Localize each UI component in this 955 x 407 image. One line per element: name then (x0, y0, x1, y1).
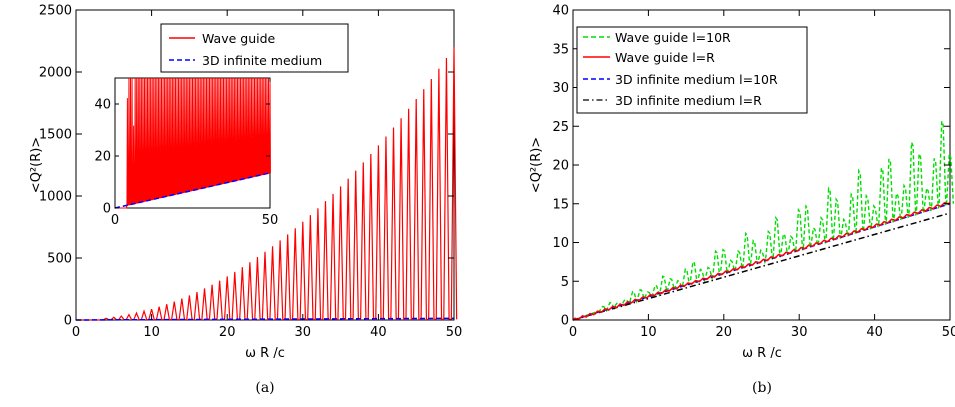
panel-b-wave-guide-10r-series (572, 120, 955, 321)
panel-b-ytick-label-8: 40 (552, 4, 569, 19)
panel-b-wave-guide-r-series (572, 201, 951, 321)
legend-a-infinite-label: 3D infinite medium (202, 53, 322, 68)
inset-ytick-label-0: 0 (103, 202, 111, 217)
legend-b-wg10-label: Wave guide l=10R (615, 30, 731, 45)
panel-b-ylabel: <Q²(R)> (529, 137, 544, 193)
panel-b-ytick-label-3: 15 (552, 197, 569, 212)
legend-b-wg1-label: Wave guide l=R (615, 50, 715, 65)
inset-ticks: 0 50 0 20 40 (94, 78, 278, 228)
panel-a-xlabel: ω R /c (245, 346, 285, 361)
panel-b-ytick-label-5: 25 (552, 120, 569, 135)
panel-a-ytick-label-2: 1000 (39, 190, 72, 205)
inset-infinite-medium-series (114, 172, 271, 209)
panel-b-series (572, 120, 955, 321)
panel-b-ytick-label-6: 30 (552, 81, 569, 96)
panel-a-xtick-label-4: 40 (370, 325, 387, 340)
panel-b-ticks: 0 10 20 30 40 50 0 5 10 15 20 25 30 35 40 (552, 4, 955, 340)
panel-a-ytick-label-3: 1500 (39, 128, 72, 143)
panel-a-ytick-label-0: 0 (64, 314, 72, 329)
panel-a-xtick-label-5: 50 (446, 325, 463, 340)
panel-a-xtick-label-1: 10 (143, 325, 160, 340)
panel-b-xtick-label-4: 40 (866, 325, 883, 340)
inset-xtick-label-1: 50 (262, 213, 279, 228)
panel-b-xtick-label-1: 10 (640, 325, 657, 340)
panel-b: 0 10 20 30 40 50 0 5 10 15 20 25 30 35 40 Wave guide l… (529, 4, 955, 396)
panel-a-series (75, 47, 458, 321)
panel-b-caption: (b) (752, 380, 772, 396)
panel-b-ytick-label-1: 5 (561, 275, 569, 290)
panel-b-ytick-label-0: 0 (561, 314, 569, 329)
panel-a-xtick-label-2: 20 (219, 325, 236, 340)
panel-a-ytick-label-1: 500 (47, 252, 72, 267)
legend-b-inf10-label: 3D infinite medium l=10R (615, 72, 778, 87)
panel-b-xtick-label-2: 20 (716, 325, 733, 340)
panel-a-legend: Wave guide 3D infinite medium (160, 23, 349, 73)
panel-a-caption: (a) (255, 380, 274, 396)
panel-b-ytick-label-4: 20 (552, 159, 569, 174)
panel-b-legend: Wave guide l=10R Wave guide l=R 3D infin… (576, 26, 808, 114)
inset-ytick-label-2: 40 (94, 98, 111, 113)
panel-b-xtick-label-3: 30 (791, 325, 808, 340)
panel-a-xtick-label-3: 30 (295, 325, 312, 340)
panel-b-xtick-label-0: 0 (569, 325, 577, 340)
legend-a-wave-guide-label: Wave guide (202, 31, 276, 46)
panel-b-xtick-label-5: 50 (942, 325, 955, 340)
panel-b-xlabel: ω R /c (742, 346, 782, 361)
inset-xtick-label-0: 0 (111, 213, 119, 228)
panel-b-infinite-medium-r-series (572, 212, 951, 321)
panel-a-ylabel: <Q²(R)> (29, 137, 44, 193)
panel-b-ytick-label-2: 10 (552, 236, 569, 251)
panel-a-ytick-label-5: 2500 (39, 4, 72, 19)
panel-a-ytick-label-4: 2000 (39, 66, 72, 81)
inset-ytick-label-1: 20 (94, 150, 111, 165)
panel-a-infinite-medium-series (75, 317, 455, 321)
inset-series (114, 77, 271, 209)
panel-b-ytick-label-7: 35 (552, 42, 569, 57)
legend-b-inf1-label: 3D infinite medium l=R (615, 93, 762, 108)
panel-a-xtick-label-0: 0 (72, 325, 80, 340)
